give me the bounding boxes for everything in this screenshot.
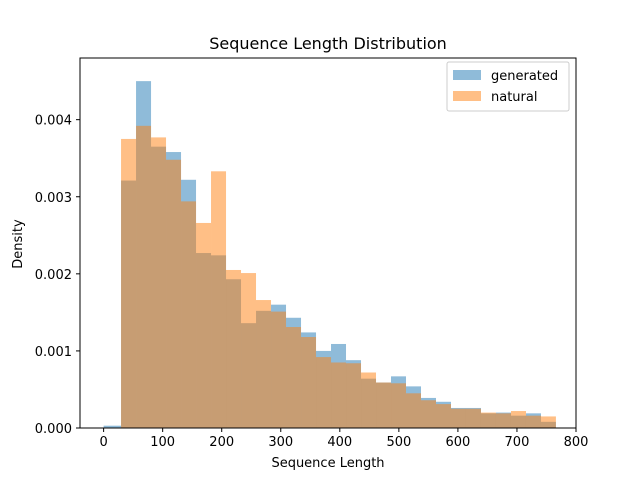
bar-natural-7	[211, 171, 227, 428]
bar-natural-20	[406, 393, 421, 428]
y-tick-label-3: 0.003	[35, 191, 72, 206]
legend-swatch-natural	[453, 91, 481, 101]
bar-natural-17	[361, 372, 377, 428]
series-natural	[121, 125, 556, 428]
x-tick-label-4: 400	[327, 435, 352, 450]
legend: generated natural	[446, 61, 570, 112]
bar-natural-25	[480, 412, 496, 428]
bar-natural-15	[331, 362, 347, 428]
bar-natural-12	[286, 327, 302, 428]
x-tick-label-8: 800	[564, 435, 589, 450]
x-tick-label-0: 0	[99, 435, 107, 450]
bar-natural-3	[151, 137, 167, 428]
bar-natural-19	[391, 383, 406, 428]
x-axis-label: Sequence Length	[271, 456, 384, 471]
axes-layer: 0 100 200 300 400 500 600 700 800 0.000 0.001 0.002…	[35, 57, 589, 450]
x-tick-label-2: 200	[209, 435, 234, 450]
x-tick-label-6: 600	[445, 435, 470, 450]
y-tick-label-2: 0.002	[35, 268, 72, 283]
x-tick-label-7: 700	[505, 435, 530, 450]
bar-natural-8	[226, 269, 242, 428]
bar-natural-26	[495, 413, 511, 428]
chart-title: Sequence Length Distribution	[209, 34, 447, 53]
y-tick-label-0: 0.000	[35, 422, 72, 437]
x-tick-label-1: 100	[150, 435, 175, 450]
bar-natural-9	[241, 273, 257, 428]
bar-natural-13	[301, 337, 317, 428]
bar-natural-4	[166, 159, 182, 428]
bar-natural-27	[510, 411, 526, 428]
bar-generated-0	[103, 425, 122, 428]
x-tick-label-5: 500	[386, 435, 411, 450]
bar-natural-11	[271, 311, 287, 428]
x-tick-label-3: 300	[268, 435, 293, 450]
bar-natural-5	[181, 201, 197, 428]
bar-natural-22	[436, 404, 451, 428]
bar-natural-16	[346, 363, 362, 428]
bar-natural-21	[421, 400, 436, 428]
bar-natural-18	[376, 382, 392, 428]
bar-natural-28	[525, 415, 541, 428]
y-tick-label-4: 0.004	[35, 114, 72, 129]
y-axis-label: Density	[11, 219, 26, 269]
bar-natural-14	[316, 357, 332, 428]
bar-natural-1	[121, 138, 137, 428]
legend-swatch-generated	[453, 70, 481, 80]
bar-natural-29	[540, 416, 556, 428]
bar-natural-10	[256, 300, 272, 428]
bar-natural-23	[451, 408, 466, 428]
bar-natural-6	[196, 222, 212, 428]
plot-frame	[79, 57, 577, 429]
bar-natural-24	[465, 408, 481, 428]
bars-layer	[103, 81, 556, 429]
y-tick-label-1: 0.001	[35, 345, 72, 360]
legend-label-natural: natural	[491, 90, 537, 105]
bar-natural-2	[136, 125, 152, 428]
legend-label-generated: generated	[491, 69, 558, 84]
